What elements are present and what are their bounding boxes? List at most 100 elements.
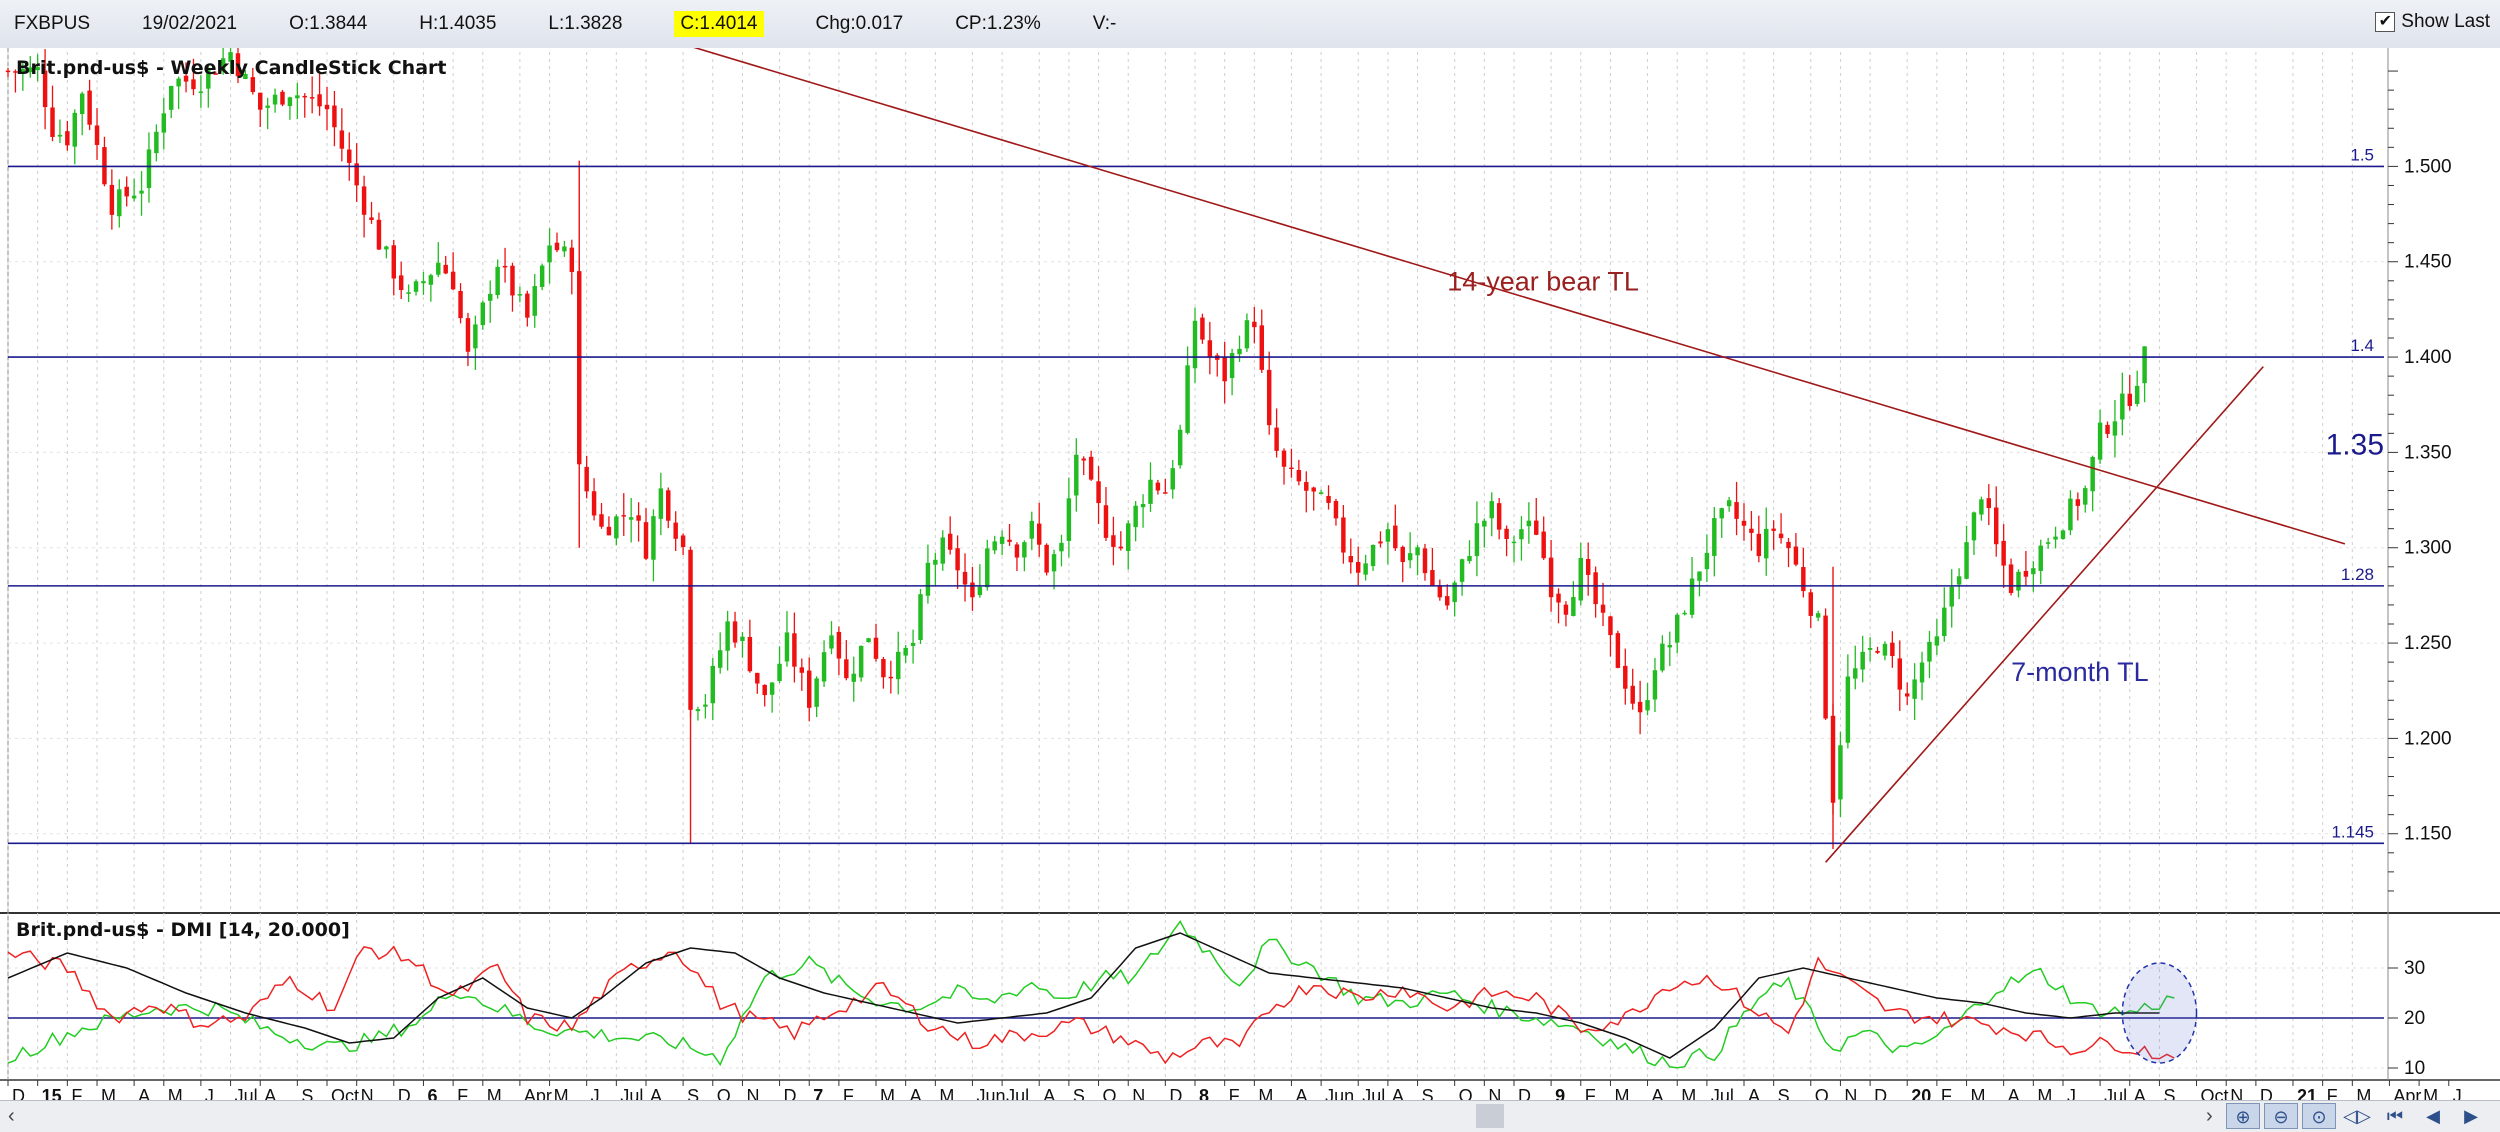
candle-body (606, 526, 612, 536)
candle-body (792, 633, 797, 667)
candle-body (1407, 553, 1413, 561)
candle-body (858, 645, 864, 678)
candle-body (154, 131, 159, 154)
x-tick-label: D (784, 1086, 797, 1100)
candle-body (2031, 568, 2036, 575)
candle-body (799, 667, 805, 673)
candle-body (829, 635, 834, 649)
scroll-right-icon[interactable]: › (2206, 1105, 2213, 1127)
candle-body (651, 516, 656, 560)
candle-body (584, 466, 589, 492)
candle-body (1682, 612, 1687, 615)
candle-body (2001, 540, 2006, 566)
dmi-y-tick-label: 30 (2404, 958, 2425, 979)
x-tick-label: Oct (2201, 1086, 2229, 1100)
candle-body (213, 73, 218, 75)
scroll-thumb[interactable] (1476, 1104, 1504, 1128)
candle-body (1786, 541, 1791, 549)
candle-body (413, 281, 419, 292)
candle-body (1333, 500, 1339, 519)
candle-body (384, 246, 389, 250)
x-tick-label: N (2230, 1086, 2243, 1100)
candle-body (1066, 498, 1072, 541)
candle-body (947, 533, 953, 550)
candle-body (339, 130, 345, 149)
x-tick-label: M (2037, 1086, 2052, 1100)
candle-body (992, 541, 997, 551)
last-bar-icon[interactable]: ▶ (2464, 1106, 2478, 1126)
candle-body (139, 190, 144, 194)
candle-body (131, 195, 137, 199)
candle-body (2097, 422, 2103, 460)
candle-body (896, 651, 901, 680)
x-tick-label: M (487, 1086, 502, 1100)
candle-body (2090, 457, 2095, 492)
y-tick-label: 1.450 (2404, 252, 2452, 273)
candle-body (94, 125, 100, 145)
y-tick-label: 1.500 (2404, 156, 2452, 177)
candle-body (450, 271, 456, 290)
candle-body (1140, 503, 1146, 508)
candle-body (1823, 615, 1828, 719)
candle-body (1652, 670, 1658, 700)
candle-body (183, 75, 189, 82)
next-bar-icon[interactable]: ◀ (2426, 1106, 2440, 1126)
candle-body (1378, 541, 1383, 544)
candle-body (1170, 468, 1175, 490)
candle-body (13, 71, 18, 73)
candle-body (806, 670, 812, 708)
candle-body (1615, 633, 1621, 668)
horizontal-scrollbar[interactable]: ‹ › ⊕ ⊖ ⊙ ◁▷ ⏮ ◀ ▶ (0, 1100, 2500, 1132)
candle-body (1074, 454, 1079, 496)
candle-body (1036, 523, 1042, 545)
prev-bar-icon[interactable]: ⏮ (2386, 1106, 2404, 1126)
candle-body (532, 286, 537, 316)
show-last-toggle[interactable]: ✔ Show Last (2375, 11, 2490, 33)
candle-body (302, 95, 307, 98)
candle-body (2008, 564, 2014, 593)
price-panel (0, 48, 2500, 913)
candle-body (525, 293, 530, 318)
candle-body (398, 275, 404, 291)
annotation-ellipse (2121, 962, 2198, 1064)
candle-body (2053, 536, 2058, 540)
candle-body (1623, 665, 1628, 689)
candle-body (1645, 700, 1650, 711)
candle-body (1133, 505, 1138, 528)
show-last-checkbox[interactable]: ✔ (2375, 12, 2396, 32)
first-bar-icon[interactable]: ◁▷ (2343, 1106, 2371, 1126)
zoom-in-icon[interactable]: ⊕ (2226, 1103, 2260, 1129)
zoom-reset-icon[interactable]: ⊙ (2302, 1103, 2336, 1129)
candle-body (458, 291, 463, 319)
scroll-left-icon[interactable]: ‹ (8, 1105, 15, 1127)
candle-body (191, 79, 196, 90)
candle-body (1415, 547, 1420, 556)
x-tick-label: Jun (1325, 1086, 1354, 1100)
candle-body (109, 184, 115, 215)
candle-body (1912, 679, 1917, 699)
candle-body (287, 97, 293, 107)
x-tick-label: N (361, 1086, 374, 1100)
horizontal-level-label: 1.145 (2331, 822, 2374, 841)
x-tick-label: M (2423, 1086, 2438, 1100)
y-tick-label: 1.200 (2404, 728, 2452, 749)
open-label: O:1.3844 (289, 13, 368, 34)
candle-body (866, 638, 871, 643)
x-tick-label: F (457, 1086, 468, 1100)
candle-body (161, 113, 167, 133)
chart-area[interactable]: 1.5 1.4 1.28 1.145 14-year bear TL 7-month TL… (0, 48, 2500, 1100)
candle-body (1845, 676, 1851, 743)
close-label: C:1.4014 (674, 11, 764, 37)
candle-body (1519, 529, 1524, 540)
candle-body (1370, 544, 1376, 567)
x-tick-label: F (843, 1086, 854, 1100)
candle-body (747, 637, 753, 672)
candle-body (1719, 508, 1724, 519)
candle-body (2060, 530, 2066, 539)
candle-body (1504, 528, 1509, 540)
candle-body (1630, 685, 1635, 704)
candle-body (1853, 668, 1858, 679)
candle-body (1459, 559, 1465, 582)
candle-body (1964, 542, 1969, 579)
zoom-out-icon[interactable]: ⊖ (2264, 1103, 2298, 1129)
